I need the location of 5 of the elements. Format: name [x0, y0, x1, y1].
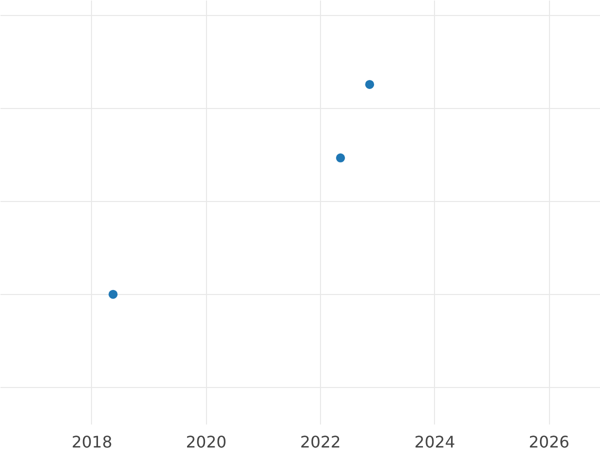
- x-tick-label: 2026: [528, 432, 570, 450]
- x-tick-label: 2022: [300, 432, 341, 450]
- x-tick-label: 2024: [414, 432, 456, 450]
- x-tick-label: 2018: [72, 432, 112, 450]
- x-tick-label: 2020: [186, 432, 227, 450]
